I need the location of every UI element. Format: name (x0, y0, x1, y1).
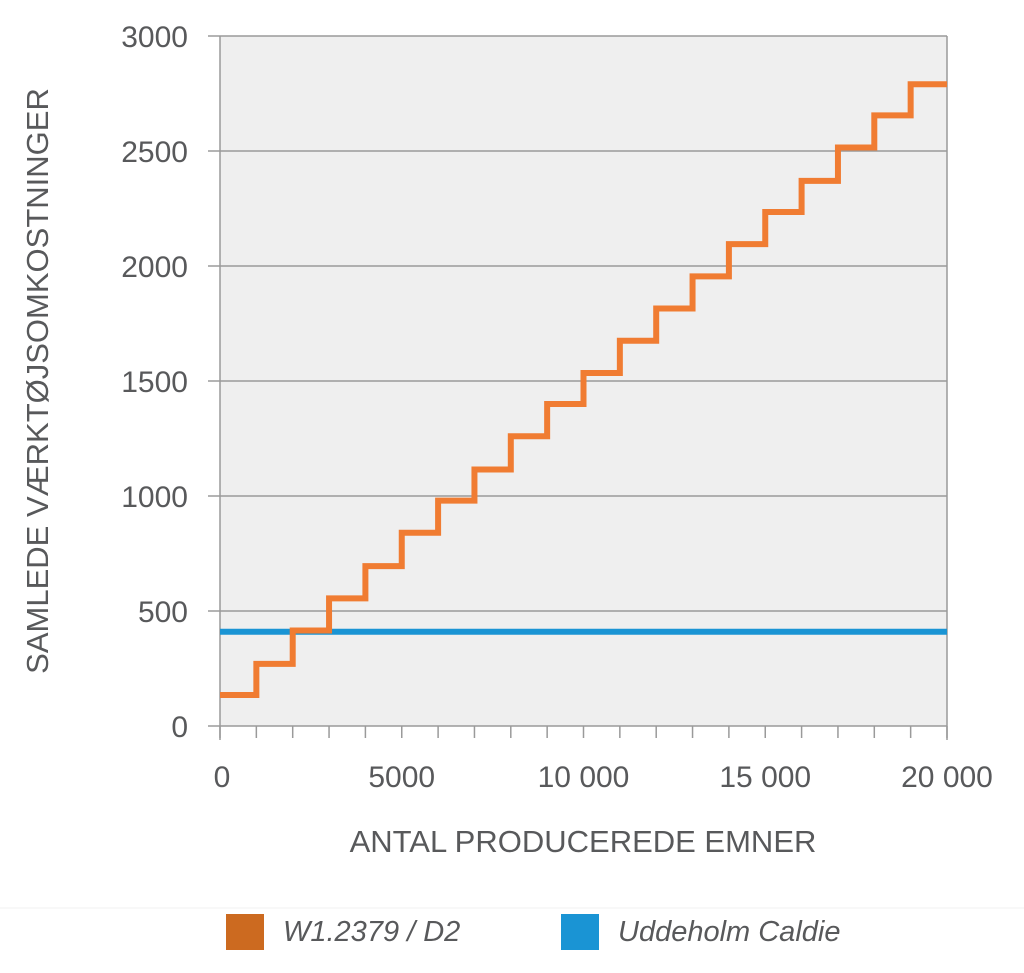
series-layer (220, 81, 947, 698)
y-tick-labels: 0 500 1000 1500 2000 2500 3000 (121, 21, 188, 744)
axes (208, 35, 948, 740)
x-tick-label: 20 000 (901, 761, 993, 794)
y-tick-label: 500 (138, 596, 188, 629)
x-tick-label: 15 000 (719, 761, 811, 794)
legend: W1.2379 / D2 Uddeholm Caldie (226, 914, 840, 950)
y-tick-label: 2500 (121, 136, 188, 169)
x-tick-label: 5000 (368, 761, 435, 794)
series-line-0 (220, 81, 947, 698)
x-tick-label: 10 000 (538, 761, 630, 794)
x-axis-title: ANTAL PRODUCEREDE EMNER (350, 824, 817, 859)
legend-label-1: Uddeholm Caldie (618, 916, 840, 948)
legend-label-0: W1.2379 / D2 (283, 916, 460, 948)
y-tick-label: 1500 (121, 366, 188, 399)
y-tick-label: 3000 (121, 21, 188, 54)
x-tick-label: 0 (214, 761, 231, 794)
y-tick-label: 1000 (121, 481, 188, 514)
legend-swatch-1 (561, 914, 599, 950)
y-tick-label: 2000 (121, 251, 188, 284)
legend-swatch-0 (226, 914, 264, 950)
y-axis-title: SAMLEDE VÆRKTØJSOMKOSTNINGER (20, 88, 55, 674)
y-tick-label: 0 (171, 711, 188, 744)
x-tick-labels: 0 5000 10 000 15 000 20 000 (214, 761, 993, 794)
